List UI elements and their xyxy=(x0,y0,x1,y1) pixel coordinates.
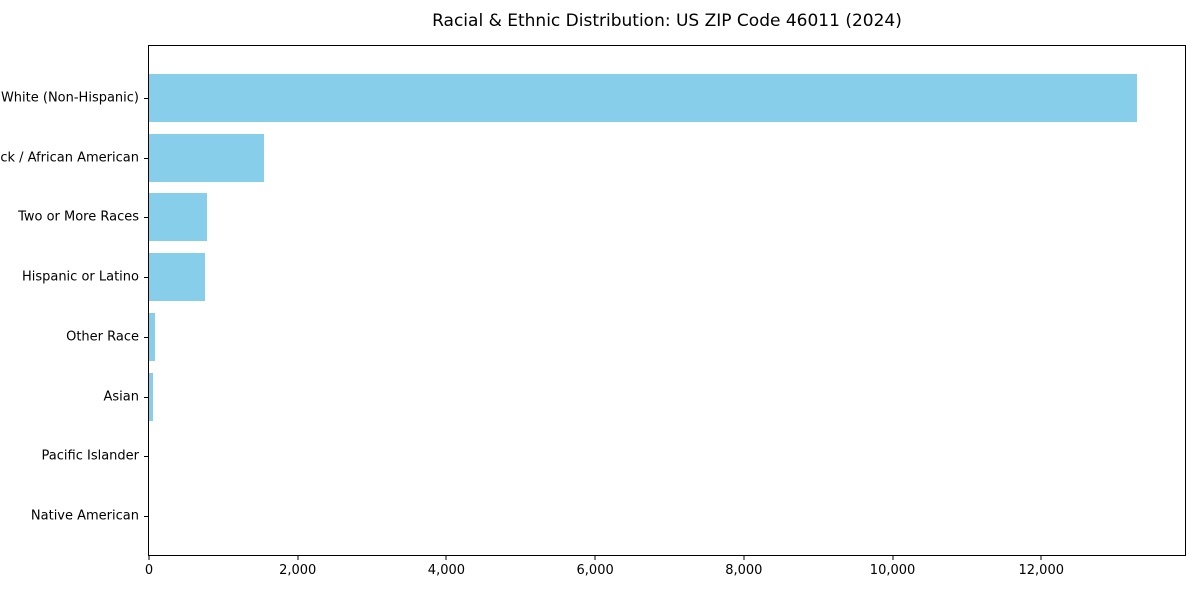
y-axis-label: Two or More Races xyxy=(18,209,139,225)
y-tick xyxy=(144,396,149,398)
bar xyxy=(149,193,207,242)
x-tick xyxy=(892,555,894,560)
y-axis-label: Pacific Islander xyxy=(41,448,139,464)
y-tick xyxy=(144,456,149,458)
y-axis-label: Hispanic or Latino xyxy=(21,269,139,285)
x-tick xyxy=(297,555,299,560)
bar xyxy=(149,74,1138,122)
x-axis-tick-label: 8,000 xyxy=(725,563,763,578)
x-tick xyxy=(1040,555,1042,560)
y-axis-label: Native American xyxy=(30,508,139,524)
chart-title: Racial & Ethnic Distribution: US ZIP Cod… xyxy=(432,11,902,31)
y-tick xyxy=(144,217,149,219)
x-axis-tick-label: 0 xyxy=(144,563,154,578)
x-axis-tick-label: 10,000 xyxy=(869,563,916,578)
x-tick xyxy=(148,555,150,560)
bar xyxy=(149,372,154,421)
y-tick xyxy=(144,515,149,517)
x-tick xyxy=(594,555,596,560)
y-axis-label: Black / African American xyxy=(0,150,139,166)
x-axis-tick-label: 4,000 xyxy=(427,563,466,578)
y-axis-label: Other Race xyxy=(66,329,139,345)
x-tick xyxy=(743,555,745,560)
y-axis-label: Asian xyxy=(103,389,139,405)
y-tick xyxy=(144,98,149,99)
bar xyxy=(149,312,156,361)
y-tick xyxy=(144,336,149,338)
bar xyxy=(149,133,264,182)
x-axis-tick-label: 2,000 xyxy=(279,563,317,578)
x-axis-tick-label: 12,000 xyxy=(1018,563,1065,578)
y-tick xyxy=(144,277,149,279)
x-tick xyxy=(445,555,447,560)
y-axis-label: White (Non-Hispanic) xyxy=(0,90,139,106)
y-tick xyxy=(144,157,149,159)
bar xyxy=(149,253,206,302)
plot-area: White (Non-Hispanic) Black / African Amer… xyxy=(0,45,1186,578)
x-axis-tick-label: 6,000 xyxy=(576,563,614,578)
